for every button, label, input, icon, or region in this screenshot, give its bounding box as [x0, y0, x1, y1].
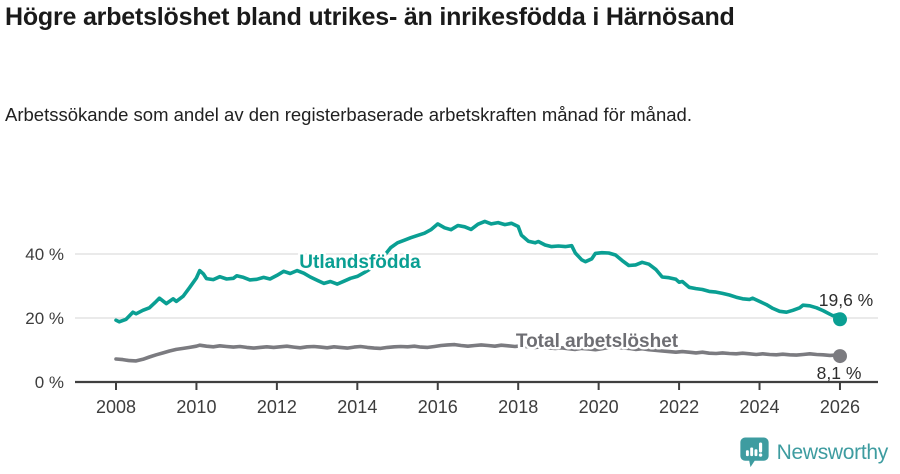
page-subtitle: Arbetssökande som andel av den registerb…: [5, 104, 692, 125]
newsworthy-logo: Newsworthy: [739, 436, 888, 469]
series-line-total: [114, 342, 842, 363]
page-title: Högre arbetslöshet bland utrikes- än inr…: [5, 3, 735, 31]
series-line-utlandsfodda: [114, 219, 842, 324]
x-tick-label: 2016: [418, 397, 458, 417]
series-label-total: Total arbetslöshet: [516, 331, 679, 352]
x-tick-label: 2020: [579, 397, 619, 417]
end-value-label-utlandsfodda: 19,6 %: [819, 290, 873, 310]
end-dot-utlandsfodda: [833, 312, 847, 327]
end-value-label-total: 8,1 %: [817, 363, 862, 383]
x-tick-label: 2010: [176, 397, 216, 417]
series-label-utlandsfodda: Utlandsfödda: [299, 252, 421, 273]
newsworthy-bubble-chart-icon: [739, 437, 769, 468]
x-tick-label: 2018: [498, 397, 538, 417]
y-tick-label: 20 %: [25, 309, 64, 328]
end-dot-total: [833, 349, 847, 364]
x-tick-label: 2026: [820, 397, 860, 417]
newsworthy-logo-text: Newsworthy: [776, 440, 889, 464]
x-tick-label: 2022: [659, 397, 699, 417]
x-tick-label: 2008: [96, 397, 136, 417]
x-tick-label: 2012: [257, 397, 297, 417]
x-tick-label: 2014: [337, 397, 377, 417]
y-tick-label: 40 %: [25, 245, 64, 264]
x-tick-label: 2024: [739, 397, 779, 417]
y-tick-label: 0 %: [35, 373, 64, 392]
